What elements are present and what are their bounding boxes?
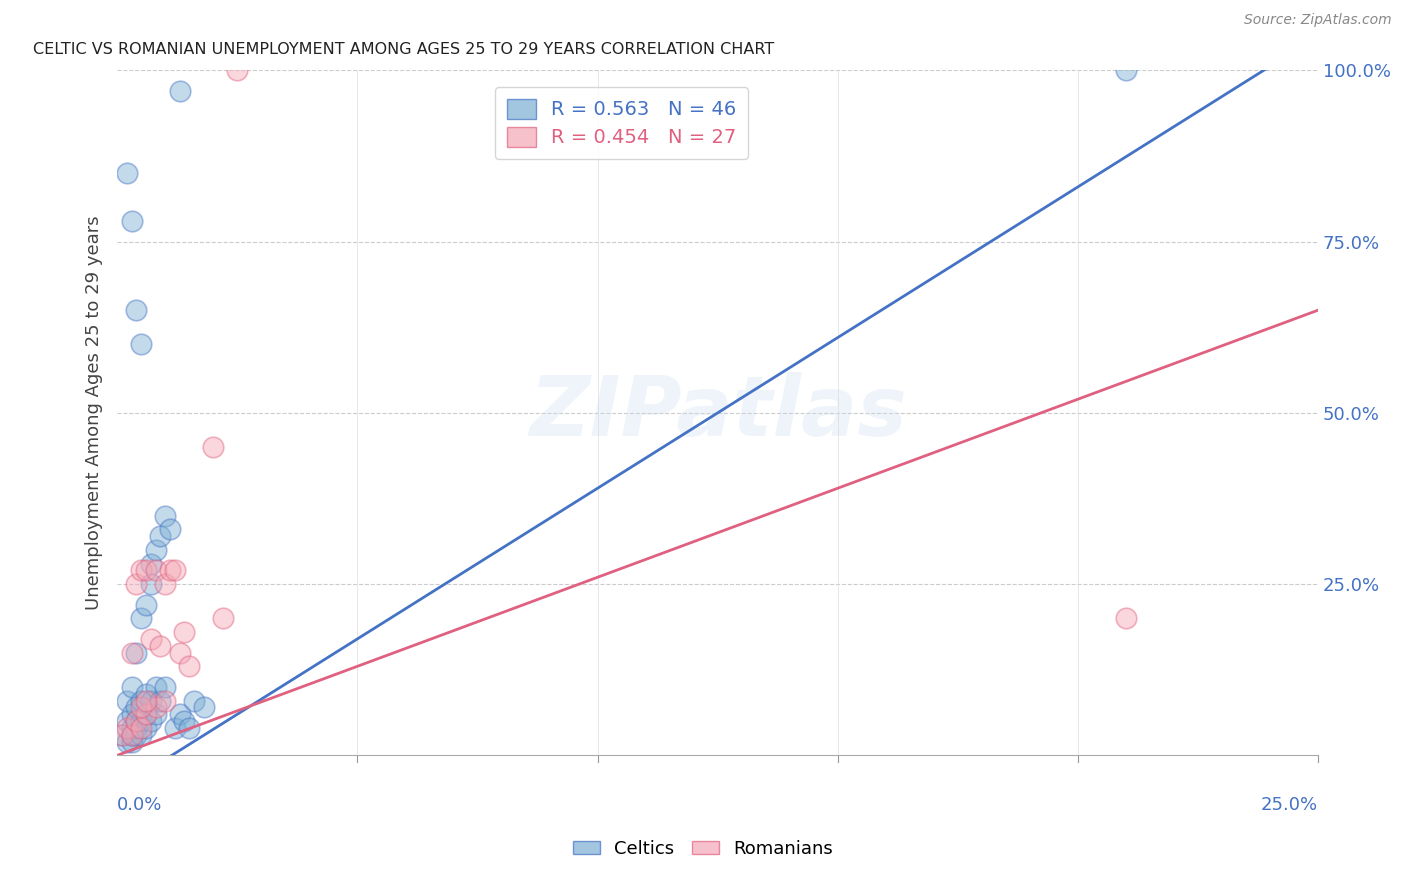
Point (139, 557, 162, 571)
Point (1115, 63, 1137, 78)
Point (169, 707, 191, 722)
Point (129, 337, 152, 351)
Point (163, 563, 186, 577)
Point (139, 632, 162, 646)
Point (173, 714, 195, 728)
Point (149, 639, 172, 653)
Point (193, 700, 215, 714)
Point (135, 707, 157, 722)
Point (155, 577, 177, 591)
Point (1115, 611, 1137, 625)
Text: CELTIC VS ROMANIAN UNEMPLOYMENT AMONG AGES 25 TO 29 YEARS CORRELATION CHART: CELTIC VS ROMANIAN UNEMPLOYMENT AMONG AG… (34, 42, 775, 57)
Point (125, 714, 148, 728)
Legend: R = 0.563   N = 46, R = 0.454   N = 27: R = 0.563 N = 46, R = 0.454 N = 27 (495, 87, 748, 159)
Point (145, 707, 167, 722)
Point (145, 680, 167, 694)
Point (111, 728, 134, 742)
Legend: Celtics, Romanians: Celtics, Romanians (565, 833, 841, 865)
Point (129, 563, 152, 577)
Point (226, 63, 249, 78)
Point (125, 728, 148, 742)
Point (135, 563, 157, 577)
Point (125, 577, 148, 591)
Point (125, 700, 148, 714)
Point (145, 563, 167, 577)
Point (155, 680, 177, 694)
Point (121, 646, 143, 660)
Point (212, 611, 235, 625)
Point (129, 714, 152, 728)
Point (121, 680, 143, 694)
Point (125, 714, 148, 728)
Text: 0.0%: 0.0% (117, 797, 163, 814)
Point (125, 303, 148, 318)
Point (111, 728, 134, 742)
Point (139, 714, 162, 728)
Point (135, 598, 157, 612)
Point (115, 693, 138, 707)
Point (121, 728, 143, 742)
Point (129, 721, 152, 735)
Point (169, 646, 191, 660)
Point (121, 707, 143, 722)
Point (139, 693, 162, 707)
Text: Source: ZipAtlas.com: Source: ZipAtlas.com (1244, 13, 1392, 28)
Point (129, 728, 152, 742)
Point (121, 728, 143, 742)
Point (173, 625, 195, 640)
Point (125, 721, 148, 735)
Point (129, 700, 152, 714)
Point (129, 611, 152, 625)
Point (169, 84, 191, 98)
Point (115, 721, 138, 735)
Point (129, 693, 152, 707)
Point (121, 214, 143, 228)
Point (159, 563, 181, 577)
Point (115, 166, 138, 180)
Point (159, 522, 181, 536)
Point (179, 721, 201, 735)
Point (155, 508, 177, 523)
Point (135, 693, 157, 707)
Point (135, 721, 157, 735)
Point (155, 693, 177, 707)
Point (145, 542, 167, 557)
Point (135, 707, 157, 722)
Y-axis label: Unemployment Among Ages 25 to 29 years: Unemployment Among Ages 25 to 29 years (86, 216, 103, 610)
Point (135, 687, 157, 701)
Text: ZIPatlas: ZIPatlas (529, 372, 907, 453)
Point (145, 700, 167, 714)
Point (125, 646, 148, 660)
Point (121, 721, 143, 735)
Point (149, 529, 172, 543)
Text: 25.0%: 25.0% (1261, 797, 1319, 814)
Point (121, 734, 143, 748)
Point (183, 693, 205, 707)
Point (163, 721, 186, 735)
Point (202, 440, 225, 454)
Point (139, 577, 162, 591)
Point (115, 734, 138, 748)
Point (149, 693, 172, 707)
Point (179, 659, 201, 673)
Point (115, 714, 138, 728)
